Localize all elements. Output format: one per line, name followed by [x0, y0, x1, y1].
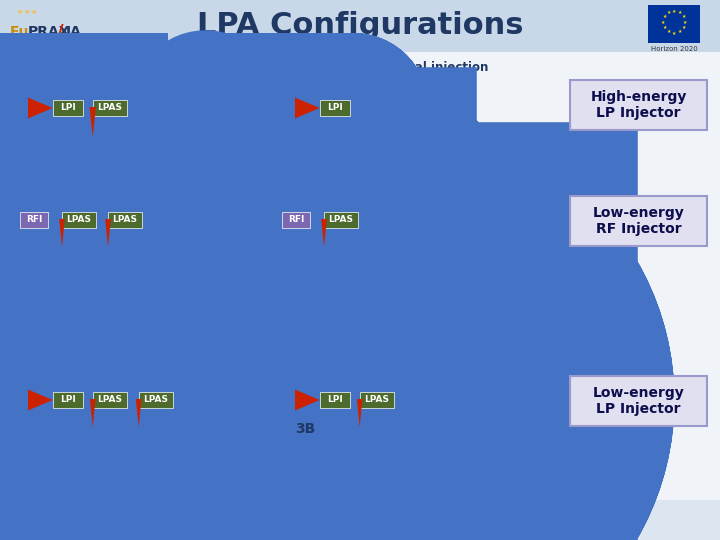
FancyBboxPatch shape — [20, 212, 48, 228]
Text: LPI: LPI — [60, 104, 76, 112]
Text: LPI: LPI — [60, 395, 76, 404]
FancyBboxPatch shape — [360, 392, 394, 408]
Text: 1 GeV: 1 GeV — [128, 380, 149, 386]
Text: 3B: 3B — [295, 422, 315, 436]
Bar — [0, 0, 720, 52]
Text: 5 GeV: 5 GeV — [129, 85, 152, 94]
FancyBboxPatch shape — [93, 100, 127, 116]
Polygon shape — [136, 399, 142, 427]
Text: 1 GeV: 1 GeV — [84, 85, 106, 94]
Text: •: • — [12, 160, 24, 180]
Text: 5 GeV: 5 GeV — [354, 85, 377, 94]
Text: ★: ★ — [672, 30, 676, 36]
Polygon shape — [28, 389, 53, 410]
Text: •: • — [12, 58, 24, 78]
Text: Low-energy
LP Injector: Low-energy LP Injector — [593, 386, 685, 416]
FancyBboxPatch shape — [324, 212, 358, 228]
Text: 2A: 2A — [24, 242, 44, 256]
Text: LPI: LPI — [327, 395, 343, 404]
Text: ★: ★ — [678, 29, 682, 34]
Text: ★: ★ — [666, 29, 671, 34]
FancyBboxPatch shape — [53, 392, 83, 408]
Polygon shape — [28, 98, 53, 118]
FancyBboxPatch shape — [93, 392, 127, 408]
FancyBboxPatch shape — [570, 80, 707, 130]
Text: RFI: RFI — [288, 215, 304, 225]
Polygon shape — [89, 107, 96, 137]
Text: ★: ★ — [672, 9, 676, 14]
Text: ★: ★ — [681, 14, 685, 19]
Text: LPAS: LPAS — [112, 215, 138, 225]
Text: ★: ★ — [678, 10, 682, 15]
Text: High-energy
LP Injector: High-energy LP Injector — [590, 90, 687, 120]
FancyBboxPatch shape — [108, 212, 142, 228]
Text: ★: ★ — [17, 9, 23, 15]
Text: 1A: 1A — [48, 130, 68, 144]
Text: 150 MeV: 150 MeV — [344, 380, 375, 386]
Text: RFI: RFI — [26, 215, 42, 225]
FancyBboxPatch shape — [320, 100, 350, 116]
Text: Eu: Eu — [10, 25, 30, 39]
Polygon shape — [295, 98, 320, 118]
Bar — [648, 5, 700, 43]
Text: from an RF accelerator: from an RF accelerator — [284, 178, 436, 191]
Text: 5 GeV: 5 GeV — [145, 197, 168, 206]
Text: ★: ★ — [661, 19, 665, 24]
Text: ★: ★ — [31, 9, 37, 15]
FancyBboxPatch shape — [62, 212, 96, 228]
Text: 2B: 2B — [286, 242, 306, 256]
Text: 3A: 3A — [42, 422, 63, 436]
Text: 160 MeV: 160 MeV — [309, 200, 339, 206]
Text: 5 GeV: 5 GeV — [361, 197, 384, 206]
Text: ★: ★ — [681, 25, 685, 30]
FancyBboxPatch shape — [53, 100, 83, 116]
Text: LPAS: LPAS — [97, 104, 122, 112]
Text: IA: IA — [66, 25, 82, 39]
Text: Configuration 3:  Laser Wakefield Acceleration with external injection: Configuration 3: Laser Wakefield Acceler… — [128, 308, 592, 321]
Text: LPI: LPI — [327, 104, 343, 112]
Text: 5 GeV: 5 GeV — [396, 377, 419, 386]
Text: 150 MeV: 150 MeV — [77, 380, 108, 386]
Text: LPAS: LPAS — [143, 395, 168, 404]
Polygon shape — [321, 219, 327, 247]
Text: •: • — [12, 305, 24, 325]
Text: 160 MeV: 160 MeV — [47, 200, 77, 206]
FancyBboxPatch shape — [570, 196, 707, 246]
Text: ★: ★ — [24, 9, 30, 15]
Text: PRAX: PRAX — [28, 25, 71, 39]
FancyBboxPatch shape — [320, 392, 350, 408]
Text: LPAS: LPAS — [364, 395, 390, 404]
Text: /: / — [57, 23, 63, 41]
FancyBboxPatch shape — [282, 212, 310, 228]
Text: ★: ★ — [683, 19, 687, 24]
Text: ★: ★ — [662, 25, 667, 30]
Text: Horizon 2020: Horizon 2020 — [651, 46, 698, 52]
Polygon shape — [59, 219, 65, 247]
Bar — [0, 500, 720, 540]
Polygon shape — [357, 399, 362, 427]
Text: LPAS: LPAS — [66, 215, 91, 225]
Text: ★: ★ — [666, 10, 671, 15]
Text: 1 GeV: 1 GeV — [97, 200, 119, 206]
Text: 1B: 1B — [294, 130, 315, 144]
Text: Configuration 2:  Laser Wakefield Acceleration with external injection: Configuration 2: Laser Wakefield Acceler… — [128, 164, 592, 177]
Polygon shape — [90, 399, 96, 427]
Text: Configuration 1:  Laser Wakefield Acceleration with internal injection: Configuration 1: Laser Wakefield Acceler… — [28, 62, 488, 75]
Text: 5 GeV: 5 GeV — [175, 377, 198, 386]
FancyBboxPatch shape — [570, 376, 707, 426]
Text: ★: ★ — [662, 14, 667, 19]
Text: LPAS: LPAS — [328, 215, 354, 225]
Text: LPA Configurations: LPA Configurations — [197, 11, 523, 40]
Text: LPAS: LPAS — [97, 395, 122, 404]
Text: Low-energy
RF Injector: Low-energy RF Injector — [593, 206, 685, 236]
FancyBboxPatch shape — [139, 392, 173, 408]
Text: from a laser plasma injector: from a laser plasma injector — [266, 322, 454, 335]
Polygon shape — [105, 219, 111, 247]
Polygon shape — [295, 389, 320, 410]
